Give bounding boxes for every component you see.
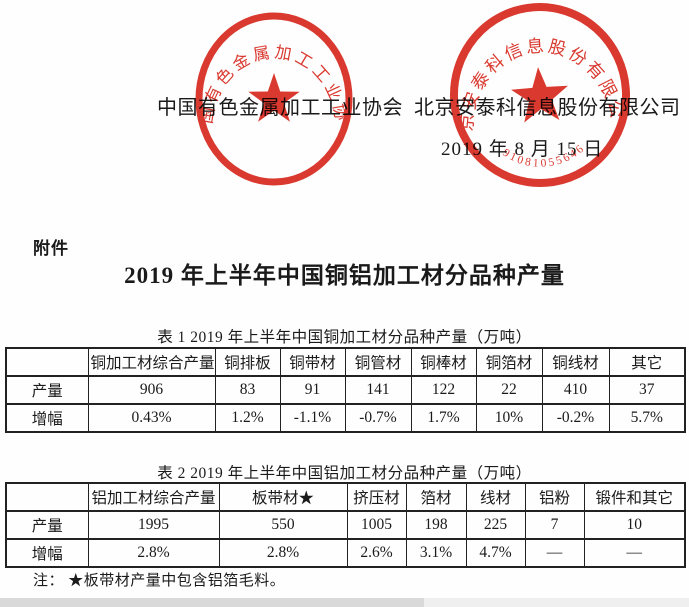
header-cell: 铜线材 <box>541 347 610 377</box>
value-cell: 83 <box>214 375 281 405</box>
row-label: 产量 <box>5 375 89 405</box>
header-cell: 铜箔材 <box>475 347 543 377</box>
scan-artifact-strip <box>0 598 424 607</box>
value-cell: 37 <box>608 375 686 405</box>
star-icon <box>511 67 568 123</box>
table-row: 增幅 0.43% 1.2% -1.1% -0.7% 1.7% 10% -0.2%… <box>5 403 686 433</box>
header-cell: 板带材★ <box>218 482 348 512</box>
value-cell: 198 <box>405 510 467 540</box>
value-cell: — <box>583 538 686 568</box>
scan-artifact-strip <box>424 598 689 607</box>
value-cell: 22 <box>475 375 543 405</box>
attachment-label: 附件 <box>33 239 69 258</box>
value-cell: 122 <box>410 375 477 405</box>
value-cell: -1.1% <box>279 403 346 433</box>
header-cell: 铝粉 <box>524 482 585 512</box>
value-cell: 410 <box>541 375 610 405</box>
row-label: 增幅 <box>5 403 89 433</box>
header-cell: 线材 <box>465 482 526 512</box>
value-cell: 5.7% <box>608 403 686 433</box>
header-cell: 铜加工材综合产量 <box>87 347 216 377</box>
value-cell: 906 <box>87 375 216 405</box>
value-cell: -0.7% <box>344 403 412 433</box>
value-cell: 550 <box>218 510 348 540</box>
value-cell: 10 <box>583 510 686 540</box>
table-row: 产量 1995 550 1005 198 225 7 10 <box>5 510 686 540</box>
star-icon <box>248 73 300 122</box>
association-seal-stamp: 中国有色金属加工工业协会 <box>191 8 353 186</box>
value-cell: 91 <box>279 375 346 405</box>
header-cell <box>5 347 89 377</box>
value-cell: 0.43% <box>87 403 216 433</box>
value-cell: 1005 <box>346 510 407 540</box>
value-cell: 2.8% <box>87 538 220 568</box>
header-cell: 铜排板 <box>214 347 281 377</box>
value-cell: 1.2% <box>214 403 281 433</box>
value-cell: -0.2% <box>541 403 610 433</box>
copper-products-table: 铜加工材综合产量 铜排板 铜带材 铜管材 铜棒材 铜箔材 铜线材 其它 产量 9… <box>5 347 686 433</box>
value-cell: 3.1% <box>405 538 467 568</box>
stamp-ring <box>449 3 631 187</box>
table-header-row: 铝加工材综合产量 板带材★ 挤压材 箔材 线材 铝粉 锻件和其它 <box>5 482 686 512</box>
header-cell: 铜棒材 <box>410 347 477 377</box>
table2-caption: 表 2 2019 年上半年中国铝加工材分品种产量（万吨） <box>157 465 532 482</box>
header-cell: 铜管材 <box>344 347 412 377</box>
table-row: 增幅 2.8% 2.8% 2.6% 3.1% 4.7% — — <box>5 538 686 568</box>
row-label: 增幅 <box>5 538 89 568</box>
value-cell: 1.7% <box>410 403 477 433</box>
stamp-ring <box>195 12 353 186</box>
header-cell: 铜带材 <box>279 347 346 377</box>
header-cell: 铝加工材综合产量 <box>87 482 220 512</box>
table2-footnote: 注： ★板带材产量中包含铝箔毛料。 <box>33 573 286 589</box>
header-cell: 其它 <box>608 347 686 377</box>
row-label: 产量 <box>5 510 89 540</box>
company-seal-stamp: 北京安泰科信息股份有限公司 91081055646 <box>441 0 631 187</box>
value-cell: 225 <box>465 510 526 540</box>
value-cell: 7 <box>524 510 585 540</box>
aluminum-products-table: 铝加工材综合产量 板带材★ 挤压材 箔材 线材 铝粉 锻件和其它 产量 1995… <box>5 482 686 568</box>
header-cell: 锻件和其它 <box>583 482 686 512</box>
table1-caption: 表 1 2019 年上半年中国铜加工材分品种产量（万吨） <box>157 329 532 346</box>
stamp-ring-text: 北京安泰科信息股份有限公司 <box>441 0 629 134</box>
value-cell: 2.6% <box>346 538 407 568</box>
table-header-row: 铜加工材综合产量 铜排板 铜带材 铜管材 铜棒材 铜箔材 铜线材 其它 <box>5 347 686 377</box>
value-cell: 141 <box>344 375 412 405</box>
value-cell: — <box>524 538 585 568</box>
value-cell: 2.8% <box>218 538 348 568</box>
header-cell: 箔材 <box>405 482 467 512</box>
table-row: 产量 906 83 91 141 122 22 410 37 <box>5 375 686 405</box>
value-cell: 4.7% <box>465 538 526 568</box>
stamp-serial-number: 91081055646 <box>500 141 589 172</box>
value-cell: 10% <box>475 403 543 433</box>
value-cell: 1995 <box>87 510 220 540</box>
header-cell: 挤压材 <box>346 482 407 512</box>
document-title: 2019 年上半年中国铜铝加工材分品种产量 <box>124 263 565 288</box>
header-cell <box>5 482 89 512</box>
